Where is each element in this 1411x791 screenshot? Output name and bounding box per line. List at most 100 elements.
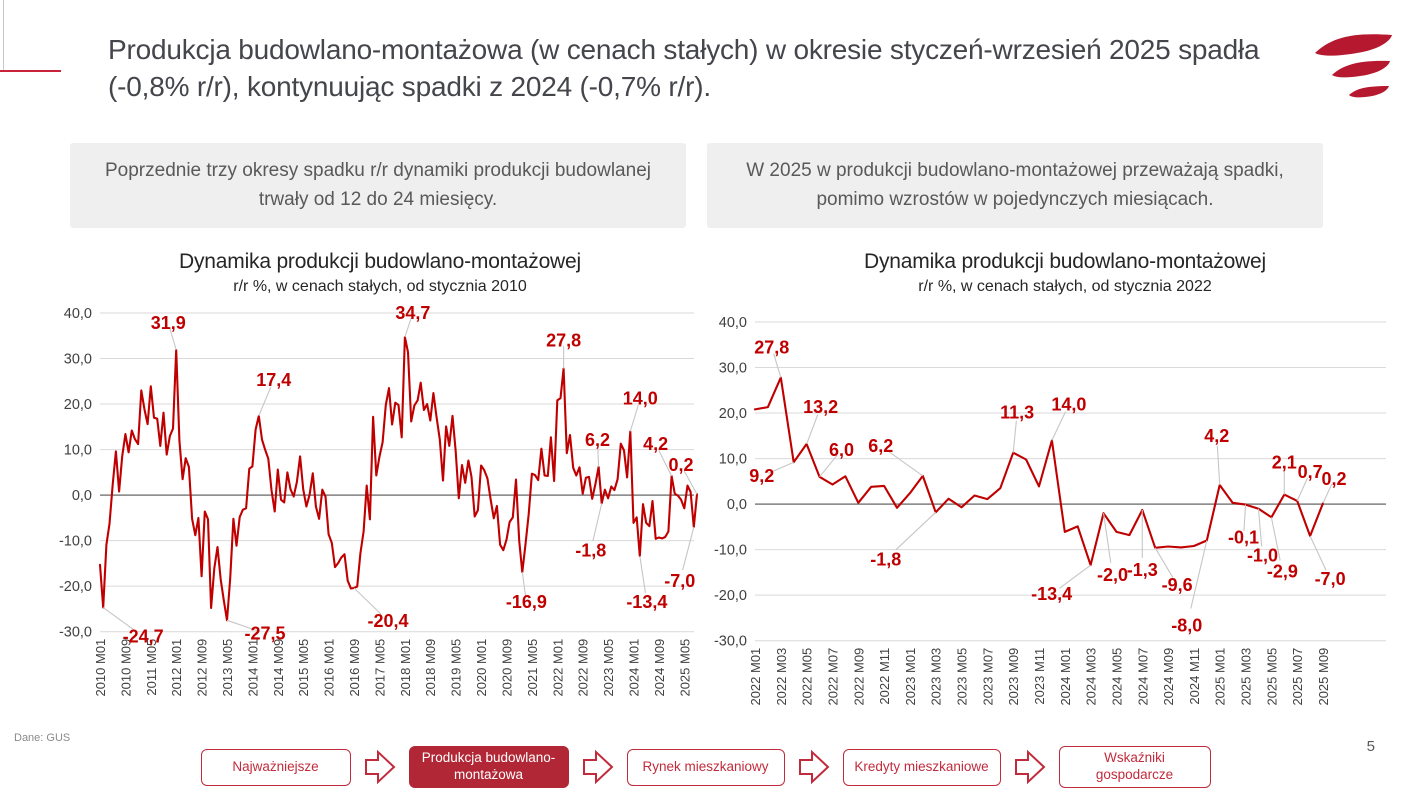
data-label: 6,2: [585, 430, 610, 450]
y-tick-label: -10,0: [59, 534, 92, 550]
data-label: 17,4: [256, 370, 291, 390]
left-chart-title: Dynamika produkcji budowlano-montażowej: [179, 250, 581, 273]
data-label: 4,2: [1204, 426, 1229, 446]
y-tick-label: 0,0: [72, 488, 92, 504]
x-tick-label: 2024 M05: [1109, 648, 1124, 706]
section-nav: Najważniejsze Produkcja budowlano-montażo…: [0, 745, 1411, 789]
x-tick-label: 2025 M05: [677, 639, 692, 697]
x-tick-label: 2024 M09: [1161, 648, 1176, 706]
x-tick-label: 2023 M11: [1032, 648, 1047, 705]
x-tick-label: 2025 M05: [1264, 648, 1279, 706]
data-label: 9,2: [749, 466, 774, 486]
x-tick-label: 2023 M03: [929, 648, 944, 706]
x-tick-label: 2012 M01: [169, 639, 184, 697]
y-tick-label: 40,0: [719, 315, 747, 331]
x-tick-label: 2025 M07: [1290, 648, 1305, 706]
x-tick-label: 2024 M01: [626, 639, 641, 697]
data-label: -2,0: [1097, 565, 1128, 585]
right-chart-subtitle: r/r %, w cenach stałych, od stycznia 202…: [918, 278, 1212, 295]
x-tick-label: 2016 M01: [322, 639, 337, 697]
series-line: [753, 376, 1325, 567]
data-label: 27,8: [546, 331, 581, 351]
x-tick-label: 2024 M09: [652, 639, 667, 697]
x-tick-label: 2010 M01: [93, 639, 108, 697]
flow-arrow-icon: [1014, 749, 1045, 785]
data-label: 14,0: [1051, 394, 1086, 414]
y-tick-label: 10,0: [64, 443, 92, 459]
x-tick-label: 2023 M05: [601, 639, 616, 697]
nav-item-3[interactable]: Rynek mieszkaniowy: [626, 748, 785, 786]
data-label: -24,7: [123, 627, 164, 647]
x-tick-label: 2014 M09: [271, 639, 286, 697]
data-label: 0,2: [668, 455, 693, 475]
right-chart-title: Dynamika produkcji budowlano-montażowej: [864, 250, 1266, 273]
flow-arrow-icon: [364, 749, 395, 785]
flow-arrow-icon: [798, 749, 829, 785]
x-tick-label: 2025 M01: [1213, 648, 1228, 706]
data-label: 27,8: [754, 338, 789, 358]
x-tick-label: 2013 M05: [220, 639, 235, 697]
data-label: -16,9: [506, 592, 547, 612]
data-label: -1,8: [575, 540, 606, 560]
x-tick-label: 2022 M07: [825, 648, 840, 706]
y-tick-label: 20,0: [719, 406, 747, 422]
y-tick-label: -10,0: [714, 543, 747, 559]
x-tick-label: 2014 M01: [245, 639, 260, 697]
x-tick-label: 2016 M09: [347, 639, 362, 697]
data-source: Dane: GUS: [14, 732, 71, 744]
x-tick-label: 2021 M05: [525, 639, 540, 697]
x-tick-label: 2024 M03: [1084, 648, 1099, 706]
x-tick-label: 2015 M05: [296, 639, 311, 697]
y-tick-label: -20,0: [714, 588, 747, 604]
left-line-chart: 40,0 30,0 20,0 10,0 0,0 -10,0 -20,0 -30,0 2010 M…: [40, 300, 700, 740]
corner-red-accent: [0, 70, 61, 72]
y-tick-label: 30,0: [719, 361, 747, 377]
data-label: 4,2: [643, 434, 668, 454]
left-chart-subtitle: r/r %, w cenach stałych, od stycznia 201…: [233, 278, 527, 295]
y-tick-label: 30,0: [64, 352, 92, 368]
data-label: 13,2: [803, 397, 838, 417]
data-label: -1,3: [1127, 560, 1158, 580]
data-label: -27,5: [245, 623, 286, 643]
y-tick-label: 20,0: [64, 397, 92, 413]
logo-icon: [1315, 34, 1392, 98]
y-tick-label: -20,0: [59, 579, 92, 595]
x-tick-label: 2024 M07: [1135, 648, 1150, 706]
x-tick-label: 2022 M05: [800, 648, 815, 706]
x-tick-label: 2022 M03: [774, 648, 789, 706]
callout-right: W 2025 w produkcji budowlano-montażowej …: [707, 143, 1323, 228]
x-tick-label: 2022 M09: [851, 648, 866, 706]
data-label: -9,6: [1162, 575, 1193, 595]
x-tick-label: 2017 M05: [372, 639, 387, 697]
x-tick-label: 2022 M09: [576, 639, 591, 697]
nav-item-1[interactable]: Najważniejsze: [200, 748, 351, 786]
data-label: -8,0: [1171, 616, 1202, 636]
data-label: 6,2: [868, 436, 893, 456]
x-tick-label: 2023 M05: [955, 648, 970, 706]
data-label: 0,7: [1298, 462, 1323, 482]
data-label: -20,4: [368, 611, 409, 631]
flow-arrow-icon: [582, 749, 613, 785]
nav-item-2[interactable]: Produkcja budowlano-montażowa: [408, 746, 569, 788]
corner-vertical-rule: [3, 0, 4, 70]
data-label: -2,9: [1267, 561, 1298, 581]
data-label: -13,4: [626, 592, 667, 612]
data-label: 6,0: [829, 440, 854, 460]
x-tick-label: 2023 M09: [1006, 648, 1021, 706]
nav-item-4[interactable]: Kredyty mieszkaniowe: [842, 748, 1001, 786]
x-tick-label: 2023 M07: [980, 648, 995, 706]
data-label: -13,4: [1031, 584, 1072, 604]
x-tick-label: 2025 M03: [1239, 648, 1254, 706]
y-tick-label: 40,0: [64, 306, 92, 322]
nav-item-5[interactable]: Wskaźniki gospodarcze: [1058, 746, 1211, 788]
right-line-chart: 40,0 30,0 20,0 10,0 0,0 -10,0 -20,0 -30,0 2022 M…: [710, 300, 1402, 740]
callout-left: Poprzednie trzy okresy spadku r/r dynami…: [70, 143, 686, 228]
y-tick-label: -30,0: [59, 625, 92, 641]
data-label: -7,0: [1315, 569, 1346, 589]
data-label: 34,7: [395, 303, 430, 323]
data-label: 2,1: [1272, 453, 1297, 473]
x-tick-label: 2012 M09: [195, 639, 210, 697]
data-label: -7,0: [664, 571, 695, 591]
x-tick-label: 2011 M05: [144, 639, 159, 696]
x-tick-label: 2022 M01: [748, 648, 763, 706]
